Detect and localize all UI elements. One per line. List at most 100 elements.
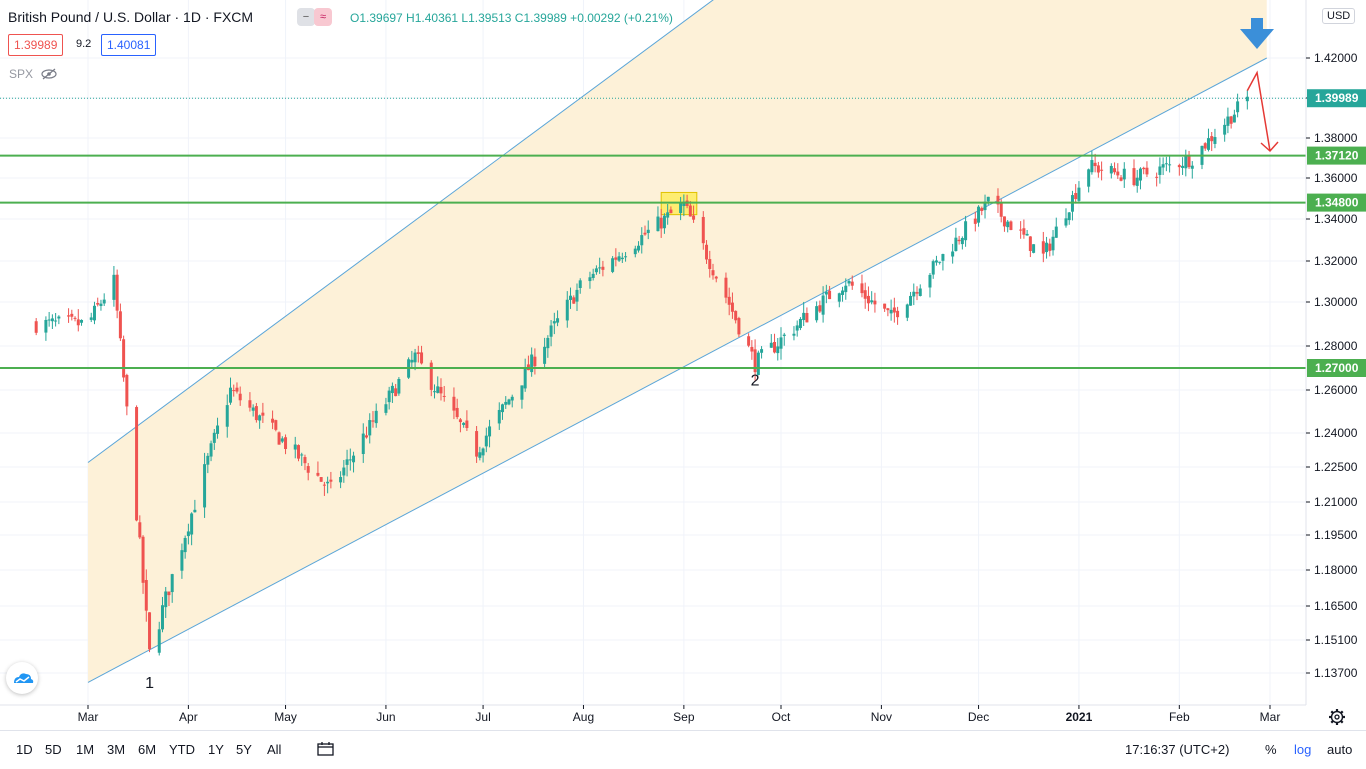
candle xyxy=(125,373,129,416)
candle xyxy=(844,278,848,300)
candle xyxy=(1210,132,1214,152)
candle xyxy=(1093,153,1097,173)
auto-toggle[interactable]: auto xyxy=(1327,742,1353,757)
symbol-title[interactable]: British Pound / U.S. Dollar · 1D · FXCM xyxy=(8,9,254,25)
candle xyxy=(368,413,372,444)
candle xyxy=(928,273,932,298)
candle xyxy=(339,471,343,489)
candle xyxy=(1164,156,1168,172)
candle xyxy=(1203,142,1207,151)
price-tick-label: 1.15100 xyxy=(1314,633,1358,647)
minimize-toggle-button[interactable]: − xyxy=(297,8,315,26)
down-arrow-icon xyxy=(1240,18,1274,49)
tradingview-logo[interactable] xyxy=(6,662,38,694)
bottom-toolbar: 1D 5D 1M 3M 6M YTD 1Y 5Y All 17:16:37 (UTC+2) % … xyxy=(0,730,1366,769)
candle xyxy=(135,405,139,522)
candle xyxy=(1006,220,1010,233)
candle xyxy=(905,303,909,322)
price-axis[interactable]: 1.420001.400001.380001.360001.340001.320… xyxy=(1306,51,1366,680)
candle xyxy=(1041,231,1045,263)
settings-gear-icon[interactable] xyxy=(1329,709,1345,725)
candle xyxy=(565,291,569,328)
candle xyxy=(1051,230,1055,256)
candle xyxy=(1155,172,1159,187)
range-button-1d[interactable]: 1D xyxy=(16,742,33,757)
range-button-all[interactable]: All xyxy=(267,742,282,757)
price-label-text: 1.34800 xyxy=(1315,196,1359,210)
candle xyxy=(436,376,440,394)
candle xyxy=(465,410,469,432)
candle xyxy=(591,268,595,281)
forecast-arrow[interactable] xyxy=(1246,70,1271,152)
percent-toggle[interactable]: % xyxy=(1265,742,1277,757)
candle xyxy=(410,350,414,369)
candle xyxy=(594,265,598,275)
candle xyxy=(714,275,718,283)
range-button-3m[interactable]: 3M xyxy=(107,742,126,757)
candle xyxy=(115,269,119,319)
candle xyxy=(980,206,984,216)
candle xyxy=(374,403,378,428)
sell-price-box[interactable]: 1.39989 xyxy=(8,34,64,56)
candle xyxy=(235,382,239,394)
time-tick-label: Mar xyxy=(78,710,99,724)
candle xyxy=(183,535,187,559)
range-button-5d[interactable]: 5D xyxy=(45,742,62,757)
candle xyxy=(300,452,304,466)
candle xyxy=(889,299,893,321)
candle xyxy=(824,284,828,304)
candle xyxy=(458,417,462,433)
range-button-ytd[interactable]: YTD xyxy=(169,742,195,757)
candle xyxy=(206,453,210,474)
range-button-1y[interactable]: 1Y xyxy=(208,742,224,757)
time-axis[interactable]: Mar Apr May Jun Jul Aug Sep Oct Nov Dec 2021 Feb Mar xyxy=(78,705,1281,724)
candle xyxy=(439,378,443,401)
candle xyxy=(679,196,683,221)
candle xyxy=(866,286,870,312)
time-tick-label: Sep xyxy=(673,710,695,724)
time-tick-label: Dec xyxy=(968,710,989,724)
clock-time[interactable]: 17:16:37 (UTC+2) xyxy=(1125,742,1230,757)
log-toggle[interactable]: log xyxy=(1294,742,1312,757)
candle xyxy=(76,309,80,332)
candle xyxy=(1190,161,1194,179)
candle xyxy=(442,385,446,402)
annotation-label: 1 xyxy=(145,675,154,692)
candle xyxy=(711,263,715,280)
price-tick-label: 1.42000 xyxy=(1314,51,1358,65)
candle xyxy=(912,283,916,306)
candle xyxy=(821,286,825,323)
date-range-calendar-icon[interactable] xyxy=(317,741,335,757)
ohlc-values: O1.39697 H1.40361 L1.39513 C1.39989 +0.0… xyxy=(350,11,673,25)
candle xyxy=(1045,236,1049,259)
candle xyxy=(1064,208,1068,228)
candle xyxy=(212,429,216,450)
price-label-text: 1.39989 xyxy=(1315,91,1359,105)
candle xyxy=(394,383,398,397)
eye-hidden-icon[interactable] xyxy=(40,68,58,80)
candle xyxy=(416,345,420,363)
channel-lower-line[interactable] xyxy=(87,57,1267,683)
channel-upper-line[interactable] xyxy=(87,0,729,463)
candle xyxy=(478,446,482,461)
price-chart[interactable]: 12 1.420001.400001.380001.360001.340001.… xyxy=(0,0,1366,730)
candle xyxy=(141,535,145,594)
candle xyxy=(578,278,582,294)
price-label-text: 1.27000 xyxy=(1315,361,1359,375)
buy-price-box[interactable]: 1.40081 xyxy=(101,34,157,56)
range-button-5y[interactable]: 5Y xyxy=(236,742,252,757)
candle xyxy=(964,215,968,247)
price-tick-label: 1.13700 xyxy=(1314,666,1358,680)
time-tick-label: Mar xyxy=(1260,710,1281,724)
price-label-box xyxy=(1307,146,1366,165)
price-tick-label: 1.22500 xyxy=(1314,460,1358,474)
price-tick-label: 1.19500 xyxy=(1314,528,1358,542)
candle xyxy=(795,320,799,337)
price-tick-label: 1.30000 xyxy=(1314,295,1358,309)
candle xyxy=(160,596,164,633)
range-button-6m[interactable]: 6M xyxy=(138,742,157,757)
candle xyxy=(552,312,556,335)
compare-toggle-button[interactable]: ≈ xyxy=(314,8,332,26)
range-button-1m[interactable]: 1M xyxy=(76,742,95,757)
currency-button[interactable]: USD xyxy=(1322,8,1356,24)
